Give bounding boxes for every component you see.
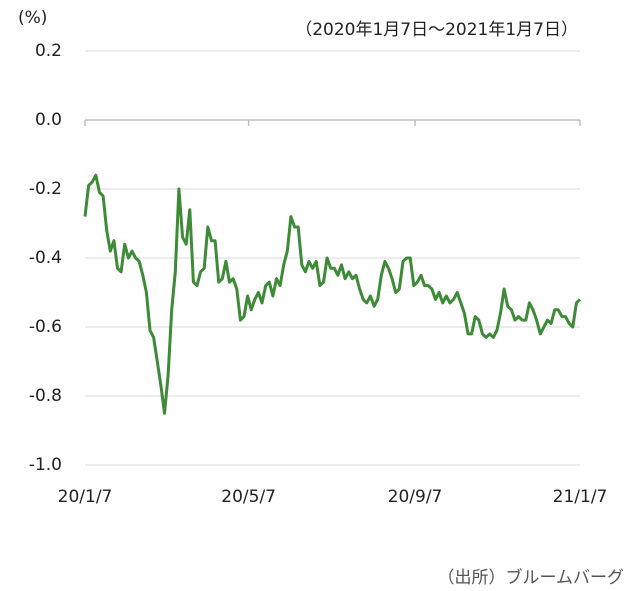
y-tick-label: -0.2: [29, 179, 62, 199]
subtitle: （2020年1月7日～2021年1月7日）: [295, 20, 578, 40]
y-tick-label: -0.6: [29, 317, 62, 337]
x-tick-label: 20/1/7: [58, 487, 113, 507]
source: （出所）ブルームバーグ: [438, 567, 625, 588]
y-tick-label: 0.0: [35, 110, 62, 130]
y-tick-label: -1.0: [29, 455, 62, 475]
x-tick-label: 20/5/7: [221, 487, 276, 507]
y-tick-label: 0.2: [35, 41, 62, 61]
data-line: [83, 173, 582, 415]
x-tick-label: 21/1/7: [553, 487, 608, 507]
unit-label: (%): [18, 8, 47, 28]
x-tick-label: 20/9/7: [388, 487, 443, 507]
y-tick-label: -0.8: [29, 386, 62, 406]
y-tick-label: -0.4: [29, 248, 62, 268]
